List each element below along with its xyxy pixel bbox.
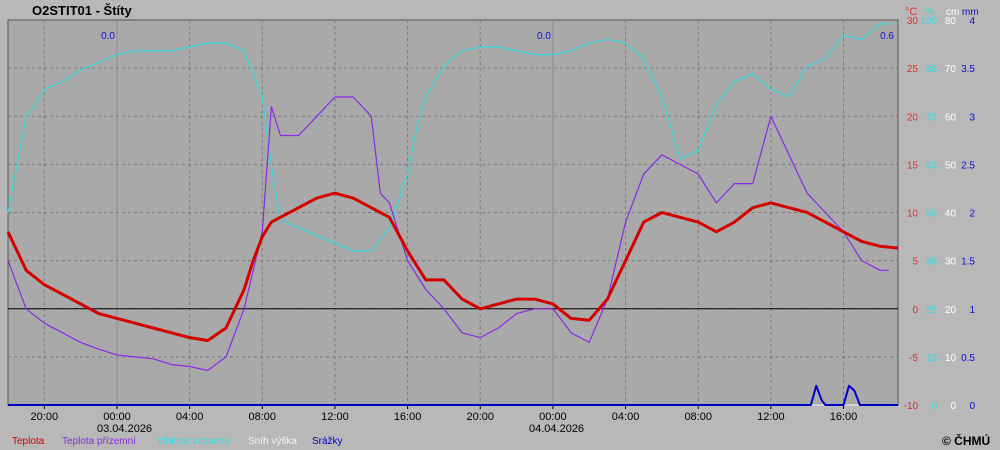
series-line-sr-ky bbox=[8, 384, 898, 406]
temp-tick: 5 bbox=[912, 257, 918, 268]
time-tick-label: 16:00 bbox=[394, 411, 422, 423]
precip-tick: 1 bbox=[969, 305, 975, 316]
temp-tick: -5 bbox=[909, 353, 918, 364]
humidity-tick: 13 bbox=[926, 353, 938, 364]
humidity-tick: 50 bbox=[926, 209, 938, 220]
unit-precip: mm bbox=[962, 7, 979, 18]
legend-item: Srážky bbox=[312, 436, 343, 447]
temp-tick: -10 bbox=[904, 401, 919, 412]
humidity-tick: 38 bbox=[926, 257, 938, 268]
unit-humidity: % bbox=[925, 6, 935, 18]
precip-tick: 2.5 bbox=[961, 160, 975, 171]
time-tick-label: 20:00 bbox=[31, 411, 59, 423]
temp-tick: 10 bbox=[907, 209, 919, 220]
humidity-tick: 0 bbox=[931, 401, 937, 412]
time-axis: 20:00 00:00 04:00 08:00 12:00 16:00 20:00 00:00… bbox=[31, 405, 858, 423]
time-tick-label: 08:00 bbox=[249, 411, 277, 423]
snow-tick: 20 bbox=[945, 305, 957, 316]
copyright: © ČHMÚ bbox=[942, 433, 990, 448]
snow-tick: 50 bbox=[945, 160, 957, 171]
series-line-teplota-p-zemn- bbox=[7, 96, 889, 371]
snow-tick: 10 bbox=[945, 353, 957, 364]
snow-tick: 70 bbox=[945, 64, 957, 75]
series-line-teplota bbox=[6, 191, 899, 342]
series-line-vlhkost-vzduchu bbox=[7, 23, 889, 252]
time-tick-label: 16:00 bbox=[830, 411, 858, 423]
snow-tick: 60 bbox=[945, 112, 957, 123]
precip-tick: 2 bbox=[969, 209, 975, 220]
humidity-tick: 63 bbox=[926, 160, 938, 171]
precip-tick: 3 bbox=[969, 112, 975, 123]
time-tick-label: 12:00 bbox=[321, 411, 349, 423]
snow-tick: 80 bbox=[945, 16, 957, 27]
unit-snow: cm bbox=[946, 7, 959, 18]
temp-tick: 15 bbox=[907, 160, 919, 171]
unit-temp: °C bbox=[905, 6, 917, 18]
legend-item: Teplota přízemní bbox=[62, 436, 136, 447]
temp-tick: 30 bbox=[907, 16, 919, 27]
legend-item: Vlhkost vzduchu bbox=[157, 436, 230, 447]
daily-precip-label: 0.0 bbox=[101, 31, 115, 42]
time-tick-label: 04:00 bbox=[612, 411, 640, 423]
time-tick-label: 08:00 bbox=[684, 411, 712, 423]
humidity-tick: 88 bbox=[926, 64, 938, 75]
series-layer bbox=[6, 23, 899, 406]
legend: Teplota Teplota přízemní Vlhkost vzduchu Sn… bbox=[12, 436, 343, 447]
grid bbox=[8, 20, 898, 405]
time-tick-label: 00:00 bbox=[539, 411, 567, 423]
time-tick-label: 12:00 bbox=[757, 411, 785, 423]
snow-tick: 40 bbox=[945, 209, 957, 220]
daily-precip-label: 0.0 bbox=[537, 31, 551, 42]
temp-tick: 25 bbox=[907, 64, 919, 75]
time-tick-label: 04:00 bbox=[176, 411, 204, 423]
snow-tick: 0 bbox=[950, 401, 956, 412]
temp-tick: 20 bbox=[907, 112, 919, 123]
daily-precip-label: 0.6 bbox=[880, 31, 894, 42]
precip-tick: 3.5 bbox=[961, 64, 975, 75]
chart-title: O2STIT01 - Štíty bbox=[32, 3, 132, 18]
legend-item: Teplota bbox=[12, 436, 45, 447]
humidity-tick: 25 bbox=[926, 305, 938, 316]
time-tick-label: 20:00 bbox=[466, 411, 494, 423]
precip-tick: 0 bbox=[969, 401, 975, 412]
daily-precip-labels: 0.0 0.0 0.6 bbox=[101, 31, 894, 42]
humidity-tick: 75 bbox=[926, 112, 938, 123]
legend-item: Sníh výška bbox=[248, 436, 297, 447]
date-label-1: 03.04.2026 bbox=[97, 423, 152, 435]
temp-tick: 0 bbox=[912, 305, 918, 316]
precip-tick: 4 bbox=[969, 16, 975, 27]
precip-tick: 0.5 bbox=[961, 353, 975, 364]
snow-tick: 30 bbox=[945, 257, 957, 268]
time-tick-label: 00:00 bbox=[103, 411, 131, 423]
humidity-tick: 100 bbox=[920, 16, 937, 27]
right-axes: 302520151050-5-1010088756350382513080706… bbox=[904, 16, 976, 412]
date-label-2: 04.04.2026 bbox=[529, 423, 584, 435]
precip-tick: 1.5 bbox=[961, 257, 975, 268]
